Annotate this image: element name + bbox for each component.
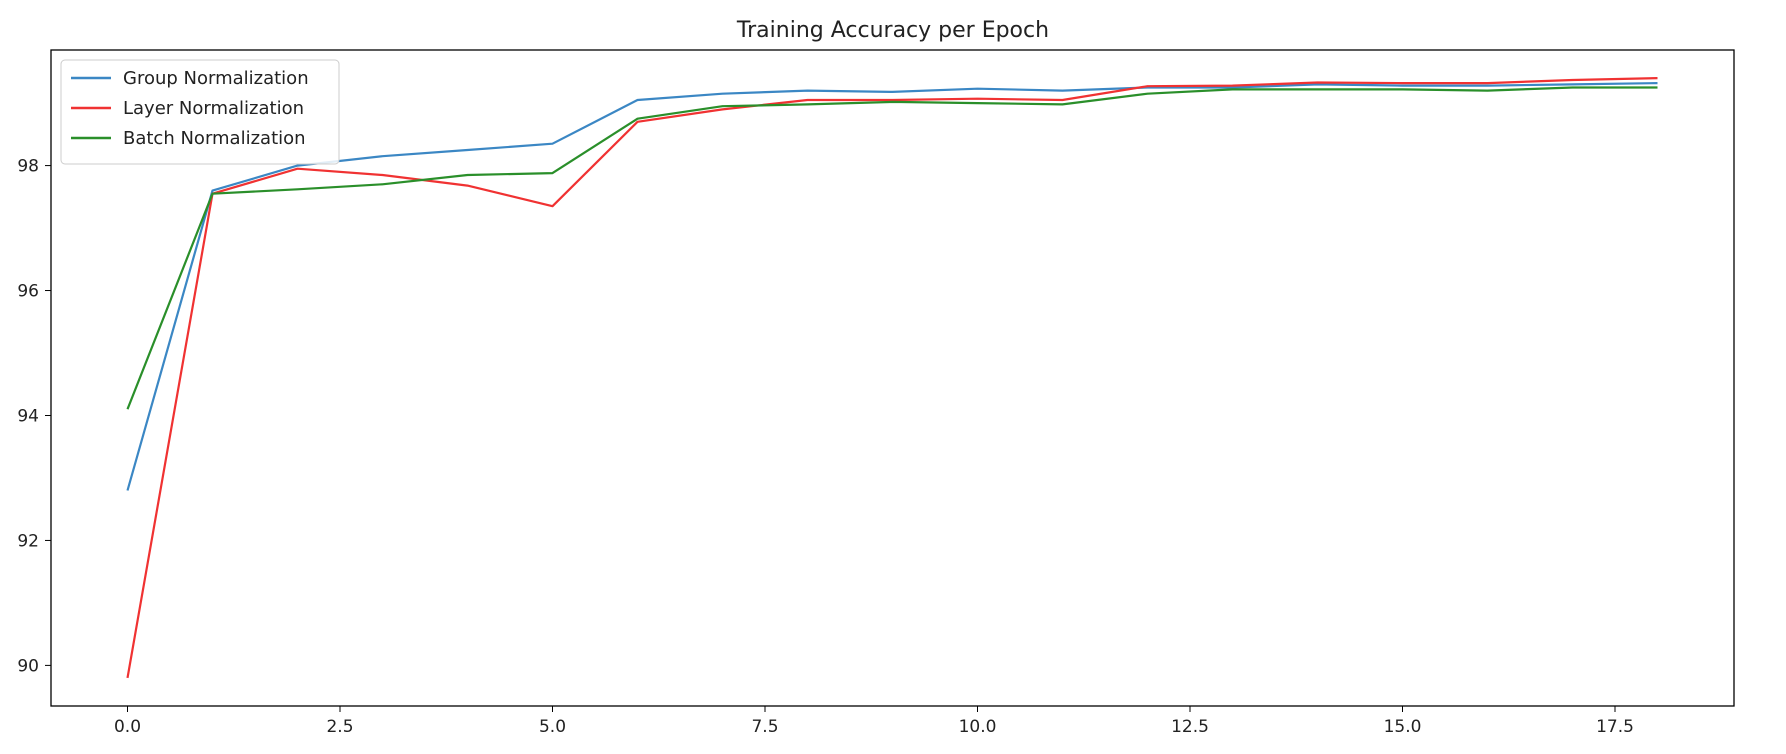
x-tick-label: 0.0 [114, 717, 141, 737]
x-tick-label: 17.5 [1596, 717, 1634, 737]
series-layer [126, 77, 1658, 679]
y-tick-label: 92 [17, 531, 39, 551]
x-tick-label: 10.0 [959, 717, 997, 737]
plot-frame [50, 49, 1735, 707]
y-tick-label: 94 [17, 406, 39, 426]
y-tick-label: 96 [17, 282, 39, 302]
chart-title: Training Accuracy per Epoch [736, 18, 1049, 43]
series-line-2 [126, 77, 1658, 679]
x-tick-label: 7.5 [751, 717, 778, 737]
legend-label-3: Batch Normalization [123, 128, 306, 149]
x-tick-label: 15.0 [1384, 717, 1422, 737]
legend-box [60, 59, 340, 165]
x-tick-label: 12.5 [1171, 717, 1209, 737]
y-tick-label: 90 [17, 656, 39, 676]
x-tick-label: 5.0 [539, 717, 566, 737]
x-axis: 0.0 2.5 5.0 7.5 10.0 12.5 15.0 17.5 [114, 706, 1634, 737]
series-line-1 [126, 82, 1658, 491]
series-line-3 [126, 86, 1658, 410]
y-tick-label: 98 [17, 157, 39, 177]
legend-label-2: Layer Normalization [123, 98, 304, 119]
x-tick-label: 2.5 [326, 717, 353, 737]
legend: Group Normalization Layer Normalization Ba… [60, 59, 340, 165]
y-axis: 90 92 94 96 98 [17, 157, 51, 676]
legend-label-1: Group Normalization [123, 68, 309, 89]
